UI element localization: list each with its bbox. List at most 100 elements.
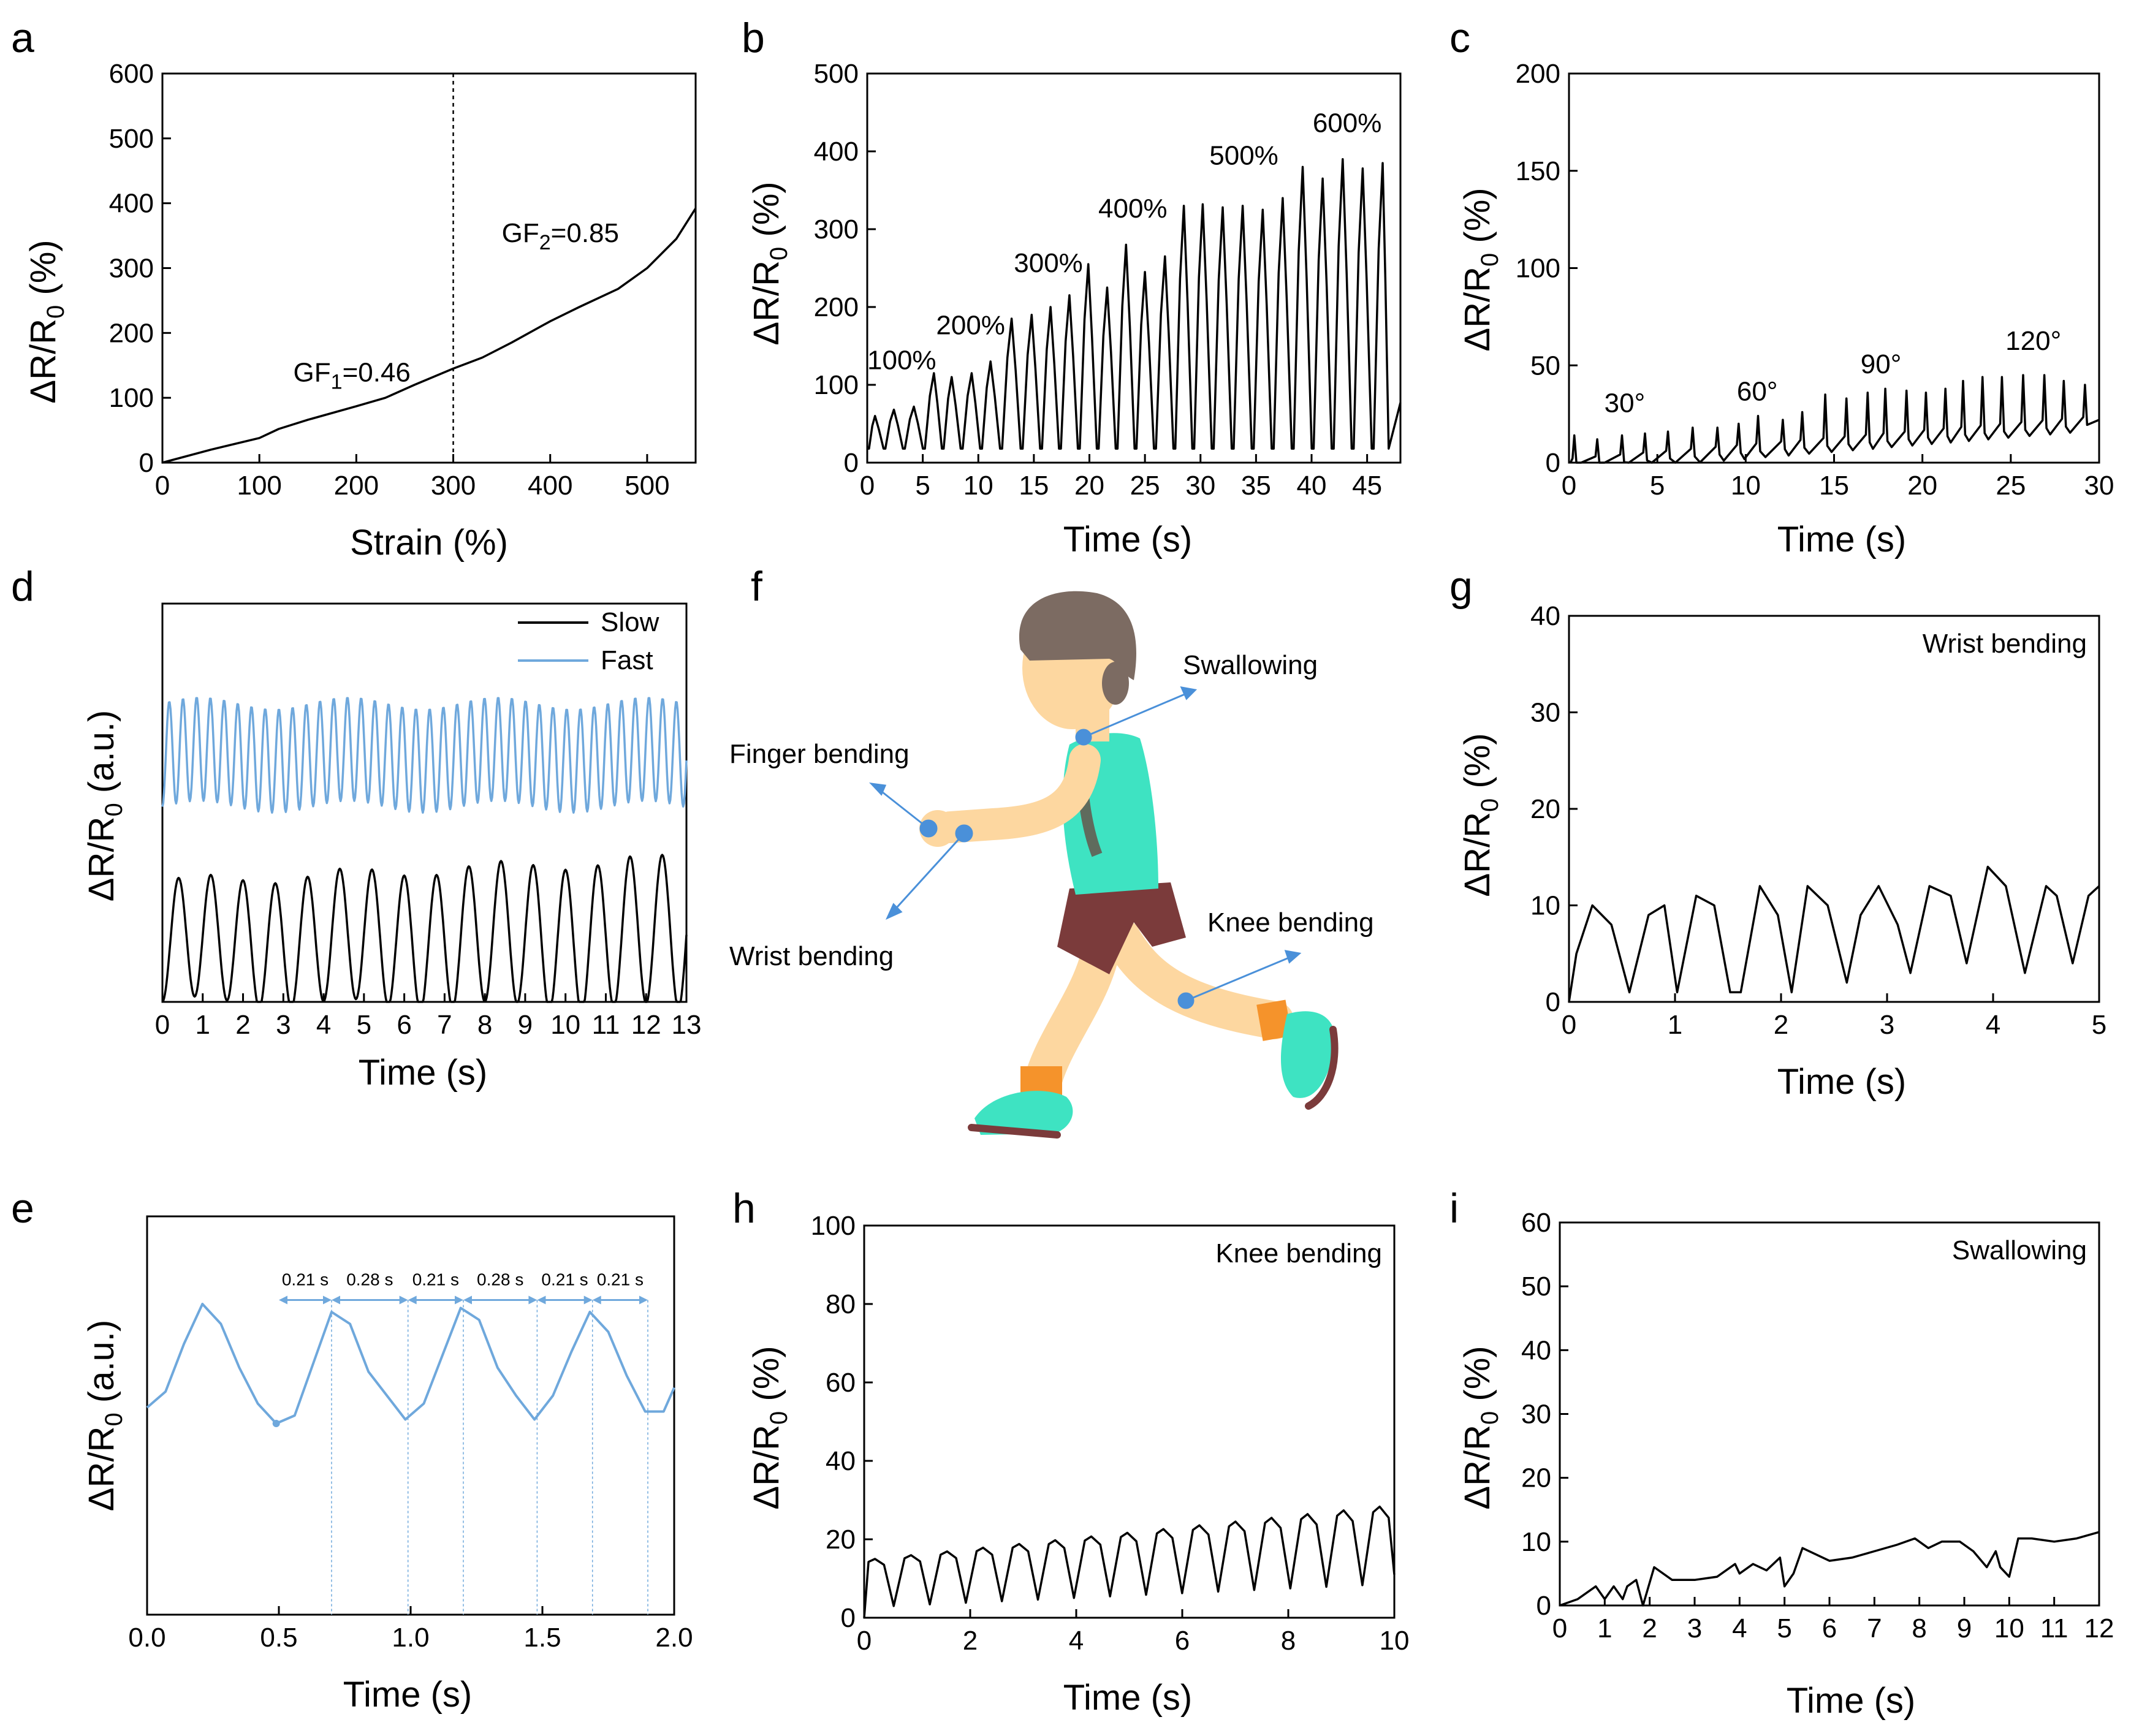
legend-label-d: Slow [601, 607, 659, 637]
y-tick-label-a: 600 [109, 59, 154, 89]
x-tick-label-g: 3 [1880, 1010, 1894, 1040]
plot-c: 0 5 10 15 20 25 30 0 50 100 150 200 30° 60° 90° 120° [1516, 59, 2114, 501]
y-tick-label-h: 0 [841, 1603, 856, 1633]
x-tick-label-d: 9 [518, 1010, 533, 1040]
x-tick-label-a: 200 [334, 471, 379, 501]
knee-arrowhead [1284, 950, 1302, 964]
series-line-g-response [1568, 865, 2100, 1003]
x-tick-label-h: 4 [1069, 1626, 1084, 1656]
panel-b: b ΔR/R0 (%) Time (s) 0 5 10 15 20 25 30 35 40 450… [742, 15, 1402, 559]
x-tick-label-i: 11 [2040, 1613, 2068, 1643]
y-axis-label-h: ΔR/R0 (%) [746, 1346, 792, 1509]
axis-frame-b [866, 72, 1402, 464]
annotation-c: 90° [1861, 349, 1902, 379]
inset-label-i: Swallowing [1952, 1235, 2087, 1265]
x-axis-label-h: Time (s) [1063, 1678, 1192, 1718]
x-tick-label-h: 0 [857, 1626, 872, 1656]
interval-arrowhead-e [537, 1295, 546, 1305]
plot-e: 0.0 0.5 1.0 1.5 2.0 0.21 s 0.28 s 0.21 s 0.28 s 0… [128, 1215, 693, 1653]
interval-label-e: 0.21 s [412, 1270, 459, 1289]
x-tick-label-b: 5 [915, 471, 930, 501]
interval-start-dot-e [272, 1420, 280, 1427]
x-axis-label-b: Time (s) [1063, 520, 1192, 559]
x-tick-label-h: 2 [963, 1626, 978, 1656]
x-tick-label-i: 5 [1777, 1613, 1791, 1643]
runner-illustration [919, 591, 1339, 1139]
y-tick-label-g: 20 [1530, 794, 1560, 824]
y-axis-label-a: ΔR/R0 (%) [23, 240, 69, 403]
swallowing-marker [1075, 729, 1092, 746]
series-line-i-response [1559, 1531, 2100, 1607]
knee-marker [1177, 992, 1195, 1009]
interval-label-e: 0.21 s [541, 1270, 588, 1289]
y-tick-label-a: 100 [109, 383, 154, 413]
x-tick-label-d: 13 [672, 1010, 702, 1040]
x-tick-label-c: 10 [1731, 471, 1761, 501]
y-tick-label-i: 10 [1521, 1527, 1551, 1557]
x-tick-label-e: 1.5 [523, 1623, 561, 1653]
x-tick-label-i: 4 [1732, 1613, 1747, 1643]
panel-letter-h: h [732, 1185, 756, 1232]
x-tick-label-b: 25 [1130, 471, 1160, 501]
front-sock [1256, 999, 1292, 1041]
back-shoe [974, 1091, 1073, 1135]
panel-i: i ΔR/R0 (%) Time (s) 0 1 2 3 4 5 6 7 8 9 10 11 12010… [1449, 1185, 2114, 1721]
interval-label-e: 0.21 s [282, 1270, 329, 1289]
y-tick-label-c: 50 [1530, 351, 1560, 381]
y-tick-label-c: 200 [1516, 59, 1560, 89]
panel-letter-d: d [11, 563, 34, 610]
y-tick-label-a: 500 [109, 124, 154, 154]
annotation-b: 500% [1209, 141, 1278, 171]
y-tick-label-b: 0 [844, 448, 859, 478]
x-tick-label-i: 0 [1552, 1613, 1567, 1643]
x-tick-label-e: 0.5 [260, 1623, 297, 1653]
swallowing-arrowhead [1180, 686, 1198, 700]
annotation-sub-a: 2 [539, 231, 551, 254]
interval-arrowhead-e [279, 1295, 287, 1305]
x-tick-label-c: 0 [1562, 471, 1576, 501]
plot-a: 0 100 200 300 400 500 0 100 200 300 400 500 600 GF1=0… [109, 59, 697, 501]
label-finger-bending: Finger bending [729, 739, 910, 769]
x-tick-label-b: 15 [1019, 471, 1049, 501]
y-tick-label-i: 40 [1521, 1335, 1551, 1365]
panel-letter-i: i [1449, 1185, 1459, 1232]
interval-arrowhead-e [408, 1295, 417, 1305]
interval-arrowhead-e [332, 1295, 340, 1305]
plot-g: 0 1 2 3 4 5 0 10 20 30 40 Wrist bending [1530, 601, 2106, 1040]
y-tick-label-a: 0 [139, 448, 154, 478]
panel-letter-c: c [1449, 15, 1470, 61]
x-tick-label-b: 45 [1352, 471, 1382, 501]
x-tick-label-e: 1.0 [392, 1623, 429, 1653]
panel-letter-b: b [742, 15, 765, 61]
swallowing-arrow [1083, 691, 1190, 738]
annotation-b: 600% [1313, 108, 1382, 138]
interval-arrowhead-e [323, 1295, 332, 1305]
x-tick-label-b: 10 [963, 471, 993, 501]
annotation-c: 120° [2005, 326, 2061, 356]
x-tick-label-b: 0 [860, 471, 875, 501]
finger-arrowhead [869, 782, 887, 796]
y-tick-label-h: 80 [826, 1289, 856, 1319]
panel-g: g ΔR/R0 (%) Time (s) 0 1 2 3 4 5 0 10 20 30 40 Wris… [1449, 563, 2106, 1102]
axis-frame-h [863, 1224, 1396, 1619]
y-tick-label-a: 200 [109, 318, 154, 348]
x-tick-label-i: 3 [1687, 1613, 1702, 1643]
inset-label-h: Knee bending [1215, 1238, 1382, 1268]
x-tick-label-b: 30 [1185, 471, 1215, 501]
interval-label-e: 0.28 s [346, 1270, 393, 1289]
x-tick-label-d: 12 [631, 1010, 661, 1040]
label-knee-bending: Knee bending [1207, 908, 1374, 938]
x-tick-label-d: 10 [550, 1010, 580, 1040]
knee-arrow [1185, 955, 1294, 1002]
x-tick-label-g: 2 [1774, 1010, 1788, 1040]
hair [1019, 591, 1136, 680]
y-tick-label-a: 400 [109, 189, 154, 219]
axis-frame-i [1559, 1221, 2100, 1607]
wrist-arrow [891, 832, 965, 914]
x-tick-label-i: 12 [2084, 1613, 2114, 1643]
x-tick-label-a: 400 [528, 471, 572, 501]
x-tick-label-c: 30 [2084, 471, 2114, 501]
